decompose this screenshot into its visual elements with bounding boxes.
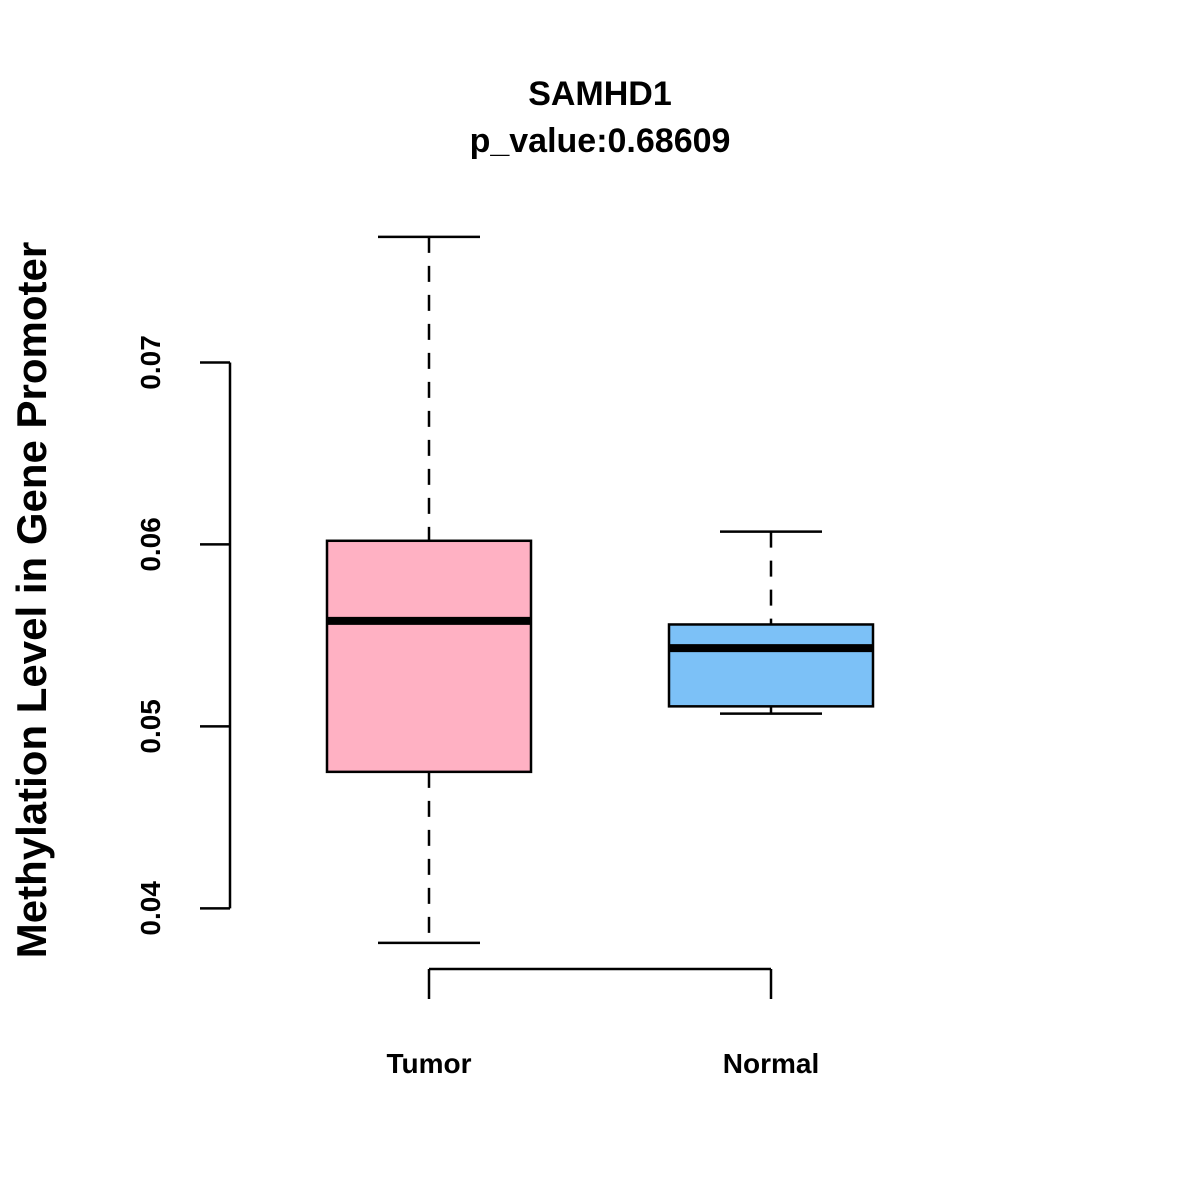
iqr-box-normal [667,623,875,708]
y-axis: 0.04 0.05 0.06 0.07 [135,335,232,936]
chart-title: SAMHD1 [528,75,672,113]
y-axis-label: Methylation Level in Gene Promoter [8,242,55,958]
box-normal [667,530,875,715]
boxes [325,235,875,945]
x-tick-label-tumor: Tumor [386,1048,471,1079]
y-tick-label-0.05: 0.05 [135,699,166,754]
y-tick-label-0.04: 0.04 [135,881,166,936]
x-tick-label-normal: Normal [723,1048,819,1079]
x-axis: Tumor Normal [386,967,819,1079]
box-tumor [325,235,533,945]
y-tick-label-0.07: 0.07 [135,335,166,390]
iqr-box-tumor [325,539,533,774]
y-tick-label-0.06: 0.06 [135,517,166,572]
chart-subtitle: p_value:0.68609 [470,122,731,160]
